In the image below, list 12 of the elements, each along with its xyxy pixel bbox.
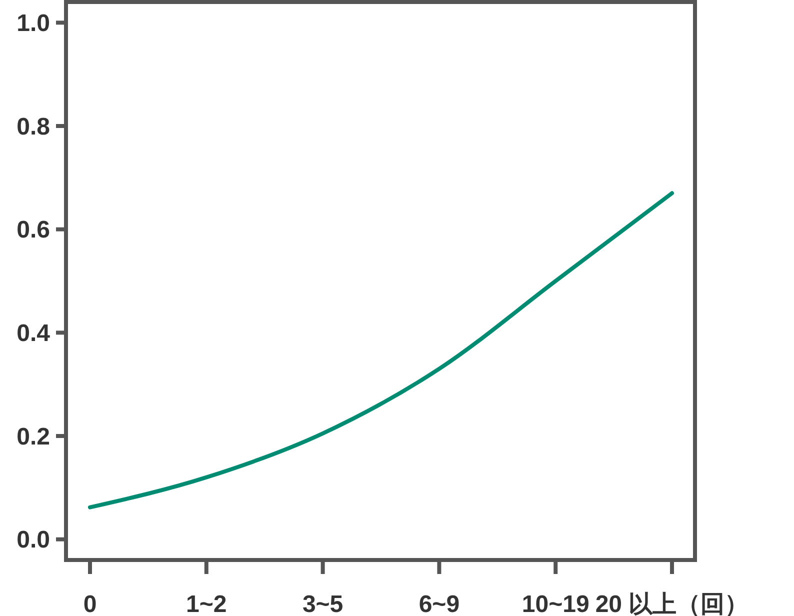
line-series xyxy=(88,191,674,510)
y-tick-label: 1.0 xyxy=(16,10,50,38)
x-tick-label: 0 xyxy=(83,591,97,616)
y-tick-label: 0.4 xyxy=(16,320,51,348)
x-tick-label: 1~2 xyxy=(186,591,227,616)
x-tick-label: 10~19 xyxy=(522,591,590,616)
y-tick-label: 0.2 xyxy=(16,423,50,450)
x-tick-label: 6~9 xyxy=(418,591,460,616)
y-tick-label: 0.8 xyxy=(16,113,50,140)
y-tick-label: 0.0 xyxy=(16,526,50,554)
x-tick-label: 3~5 xyxy=(302,591,344,616)
y-tick-label: 0.6 xyxy=(16,216,50,244)
